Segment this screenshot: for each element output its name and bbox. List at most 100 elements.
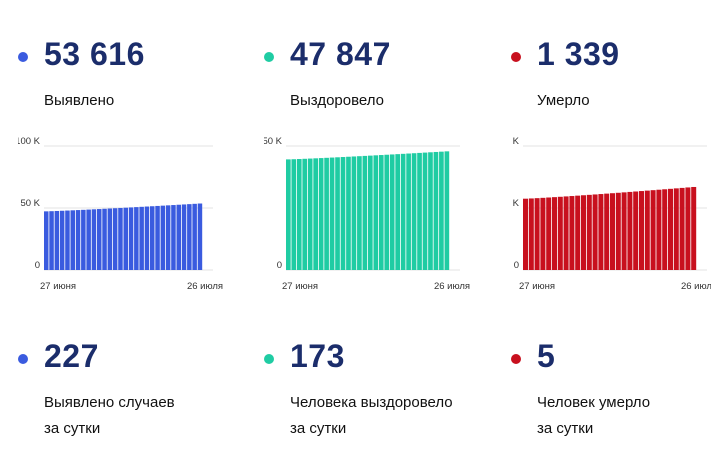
daily-label-line2: за сутки bbox=[44, 420, 101, 437]
bar bbox=[679, 187, 685, 270]
red-dot-icon bbox=[511, 52, 521, 62]
y-tick-label: 1 K bbox=[511, 198, 520, 209]
chart-detected: 100 K 50 K 027 июня 26 июля bbox=[15, 134, 228, 299]
bar bbox=[335, 157, 340, 270]
daily-value: 173 bbox=[290, 338, 345, 374]
bar bbox=[91, 209, 97, 270]
daily-label: Выявлено случаев за сутки bbox=[44, 390, 175, 442]
bar bbox=[615, 192, 621, 270]
bar bbox=[155, 205, 160, 270]
bar bbox=[523, 198, 528, 270]
total-value: 47 847 bbox=[290, 36, 391, 72]
bar bbox=[150, 206, 155, 270]
x-start-label: 27 июня bbox=[40, 281, 76, 292]
bar bbox=[318, 158, 324, 270]
bar bbox=[373, 155, 379, 270]
bar bbox=[362, 155, 368, 270]
bar bbox=[329, 157, 335, 270]
bar bbox=[575, 195, 581, 270]
bar bbox=[171, 205, 176, 270]
y-tick-label: 50 K bbox=[264, 136, 283, 147]
y-tick-label: 50 K bbox=[20, 198, 40, 209]
green-dot-icon bbox=[264, 354, 274, 364]
bar bbox=[668, 188, 673, 270]
daily-label-line1: Выявлено случаев bbox=[44, 394, 175, 411]
bar bbox=[187, 204, 192, 270]
bar bbox=[176, 204, 181, 270]
daily-value: 227 bbox=[44, 338, 99, 374]
bar bbox=[639, 191, 644, 270]
total-value: 1 339 bbox=[537, 36, 620, 72]
bar bbox=[662, 189, 668, 270]
bar bbox=[400, 153, 406, 270]
card-deaths: 1 339 Умерло 2 K 1 K 027 июня 26 июля 5 Чел… bbox=[505, 0, 721, 449]
bar bbox=[673, 188, 679, 270]
x-end-label: 26 июля bbox=[681, 281, 711, 292]
bar bbox=[586, 194, 592, 270]
bar-chart: 50 K 027 июня 26 июля bbox=[262, 136, 470, 292]
daily-label: Человека выздоровело за сутки bbox=[290, 390, 453, 442]
bar bbox=[44, 211, 49, 270]
bar bbox=[633, 191, 639, 270]
bar bbox=[395, 154, 400, 270]
bar bbox=[123, 207, 128, 270]
bar bbox=[70, 210, 75, 270]
bar bbox=[610, 193, 615, 270]
bar bbox=[540, 197, 546, 270]
bar-chart: 100 K 50 K 027 июня 26 июля bbox=[15, 136, 223, 292]
bar bbox=[296, 159, 302, 270]
bar bbox=[112, 208, 118, 270]
bar bbox=[107, 208, 113, 270]
bar bbox=[302, 158, 308, 270]
bar bbox=[569, 196, 575, 270]
bar bbox=[604, 193, 610, 270]
x-end-label: 26 июля bbox=[187, 281, 223, 292]
bar bbox=[291, 159, 297, 270]
bar bbox=[417, 152, 422, 270]
bar bbox=[650, 190, 656, 270]
red-dot-icon bbox=[511, 354, 521, 364]
total-label: Умерло bbox=[537, 92, 590, 109]
daily-label-line2: за сутки bbox=[290, 420, 347, 437]
card-recovered: 47 847 Выздоровело 50 K 0 27 июня 26 июля 1… bbox=[262, 0, 504, 449]
bar bbox=[54, 210, 60, 270]
bar bbox=[139, 206, 144, 270]
total-value: 53 616 bbox=[44, 36, 145, 72]
y-tick-label: 0 bbox=[277, 260, 282, 271]
bar bbox=[598, 194, 604, 270]
bar bbox=[592, 194, 598, 270]
bar bbox=[389, 154, 395, 270]
bar bbox=[134, 207, 139, 270]
bar bbox=[346, 156, 351, 270]
bar bbox=[627, 191, 633, 270]
bar bbox=[534, 198, 540, 270]
bar bbox=[324, 157, 329, 270]
chart-deaths: 2 K 1 K 027 июня 26 июля bbox=[505, 134, 717, 299]
bar bbox=[422, 152, 428, 270]
bar bbox=[286, 159, 291, 270]
chart-recovered: 50 K 0 27 июня 26 июля bbox=[262, 134, 474, 299]
bar bbox=[144, 206, 150, 270]
x-start-label: 27 июня bbox=[519, 281, 555, 292]
bar bbox=[378, 155, 384, 270]
bar bbox=[81, 209, 86, 270]
bar bbox=[102, 208, 107, 270]
daily-label-line1: Человек умерло bbox=[537, 394, 651, 411]
bar bbox=[59, 210, 65, 270]
daily-label: Человек умерло за сутки bbox=[537, 390, 650, 442]
bar bbox=[351, 156, 357, 270]
blue-dot-icon bbox=[18, 354, 28, 364]
blue-dot-icon bbox=[18, 52, 28, 62]
bar bbox=[557, 196, 563, 270]
y-tick-label: 0 bbox=[35, 260, 40, 271]
bar bbox=[546, 197, 552, 270]
x-end-label: 26 июля bbox=[434, 281, 470, 292]
bar-chart: 2 K 1 K 027 июня 26 июля bbox=[505, 136, 717, 292]
bar bbox=[656, 189, 662, 270]
y-tick-label: 100 K bbox=[18, 136, 41, 147]
y-tick-label: 2 K bbox=[511, 136, 520, 147]
bar bbox=[165, 205, 171, 270]
bar bbox=[118, 207, 123, 270]
bar bbox=[97, 209, 102, 270]
bar bbox=[528, 198, 534, 270]
